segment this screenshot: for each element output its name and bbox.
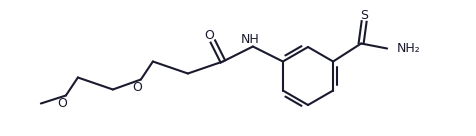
Text: O: O [132, 81, 142, 94]
Text: NH₂: NH₂ [397, 42, 421, 55]
Text: NH: NH [240, 33, 259, 46]
Text: S: S [360, 9, 368, 22]
Text: O: O [204, 29, 214, 42]
Text: O: O [57, 97, 67, 110]
